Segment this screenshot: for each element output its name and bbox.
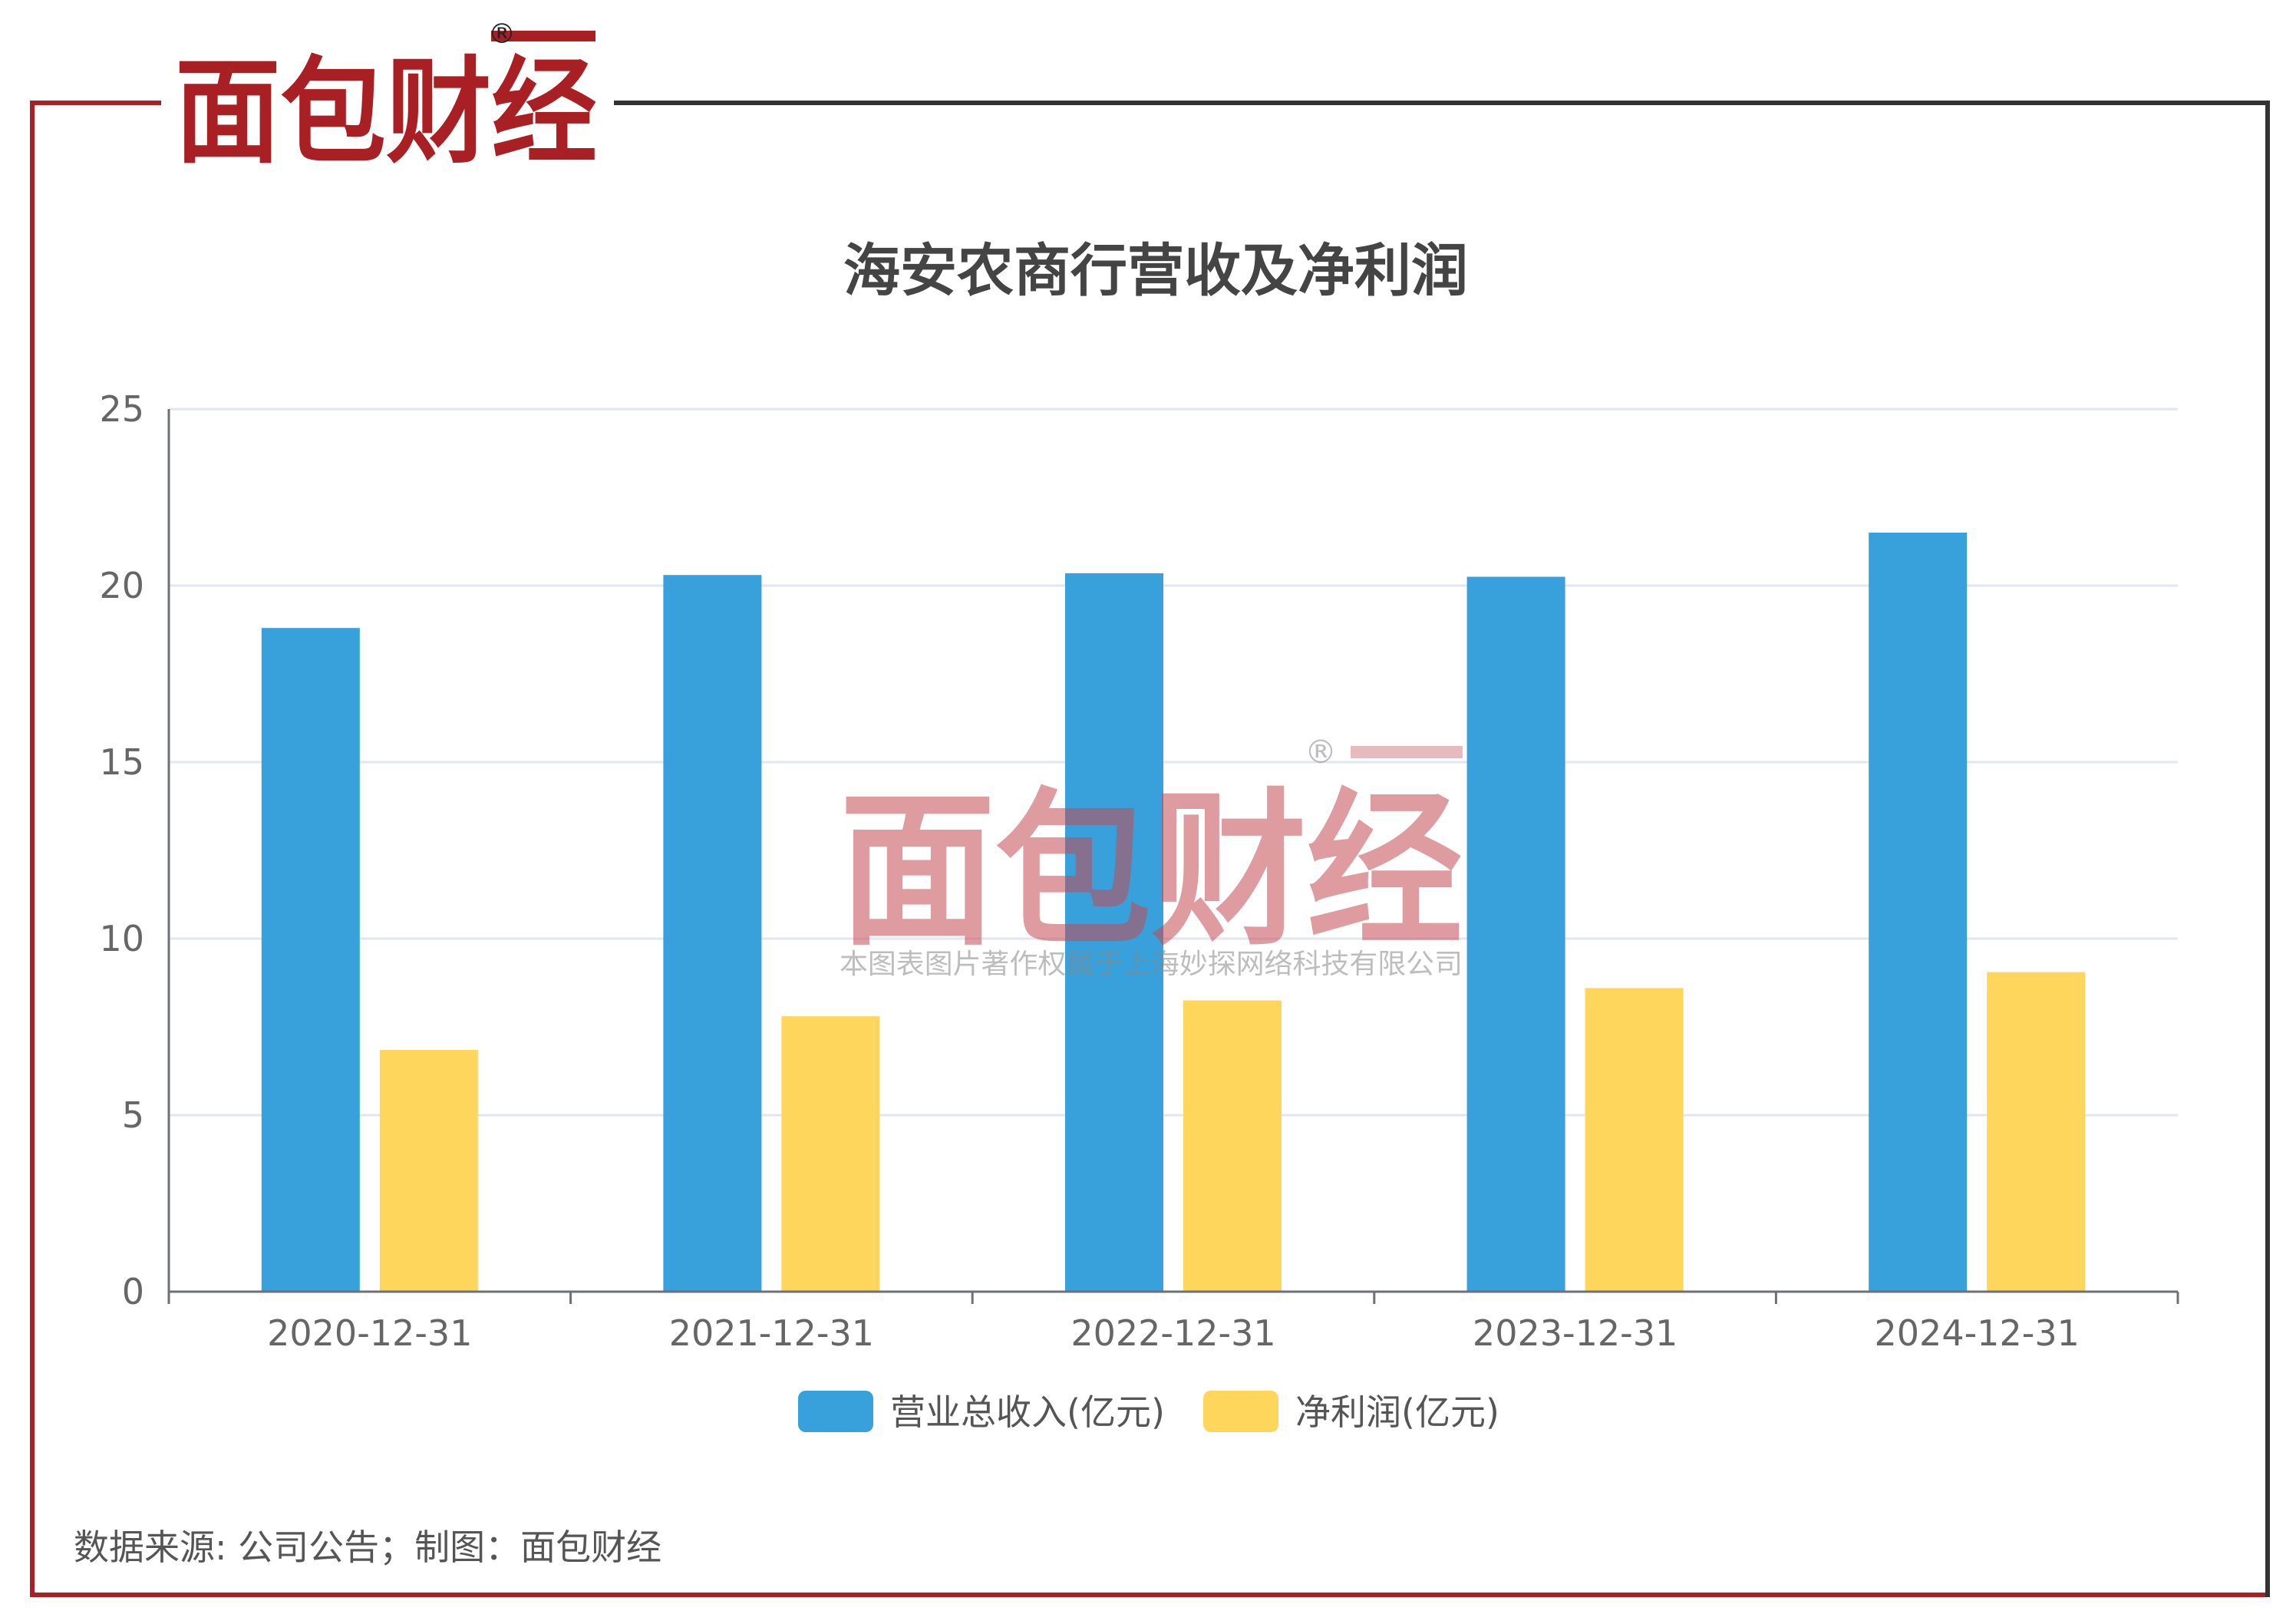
bar-net-profit: [1987, 972, 2086, 1292]
frame-border: [30, 101, 2270, 1597]
y-tick-label: 25: [99, 388, 144, 430]
bar-revenue: [261, 628, 360, 1292]
x-tick-label: 2024-12-31: [1875, 1312, 2080, 1354]
bar-revenue: [1065, 573, 1163, 1292]
y-axis-ticks: 0 5 10 15 20 25: [99, 388, 144, 1312]
watermark-accent-bar: [1351, 746, 1463, 758]
bar-revenue: [663, 575, 762, 1292]
legend-label: 营业总收入(亿元): [890, 1391, 1165, 1433]
bar-net-profit: [1585, 988, 1684, 1292]
bar-revenue: [1869, 533, 1968, 1292]
brand-logo: 面包财经 ®: [175, 18, 597, 180]
watermark: 面包财经 ® 本图表图片著作权属于上海妙探网络科技有限公司: [840, 733, 1463, 980]
y-tick-label: 0: [122, 1271, 144, 1312]
x-tick-label: 2022-12-31: [1070, 1312, 1275, 1354]
x-tick-label: 2023-12-31: [1473, 1312, 1677, 1354]
legend-swatch: [1203, 1391, 1278, 1432]
y-tick-label: 15: [99, 741, 144, 783]
bar-net-profit: [781, 1016, 880, 1292]
x-axis-ticks: 2020-12-31 2021-12-31 2022-12-31 2023-12-31…: [267, 1312, 2080, 1354]
y-tick-label: 20: [99, 565, 144, 606]
source-note: 数据来源: 公司公告；制图：面包财经: [74, 1527, 661, 1568]
registered-mark-icon: ®: [488, 18, 516, 50]
logo-accent-bar: [491, 31, 595, 41]
bar-revenue: [1466, 576, 1565, 1292]
legend-swatch: [798, 1391, 873, 1432]
bar-net-profit: [379, 1049, 478, 1292]
bar-net-profit: [1183, 1000, 1282, 1292]
watermark-caption: 本图表图片著作权属于上海妙探网络科技有限公司: [840, 949, 1463, 980]
legend: 营业总收入(亿元) 净利润(亿元): [798, 1391, 1499, 1433]
watermark-registered-icon: ®: [1305, 733, 1337, 771]
logo-text: 面包财经: [175, 46, 597, 180]
x-tick-label: 2021-12-31: [669, 1312, 874, 1354]
watermark-logo: 面包财经: [840, 774, 1463, 969]
x-tick-label: 2020-12-31: [267, 1312, 472, 1354]
gridlines: [169, 408, 2178, 1117]
axes: [167, 409, 2179, 1304]
legend-label: 净利润(亿元): [1295, 1391, 1499, 1433]
y-tick-label: 5: [122, 1094, 144, 1136]
bars: [261, 533, 2086, 1292]
chart-title: 海安农商行营收及净利润: [843, 238, 1468, 304]
y-tick-label: 10: [99, 918, 144, 959]
